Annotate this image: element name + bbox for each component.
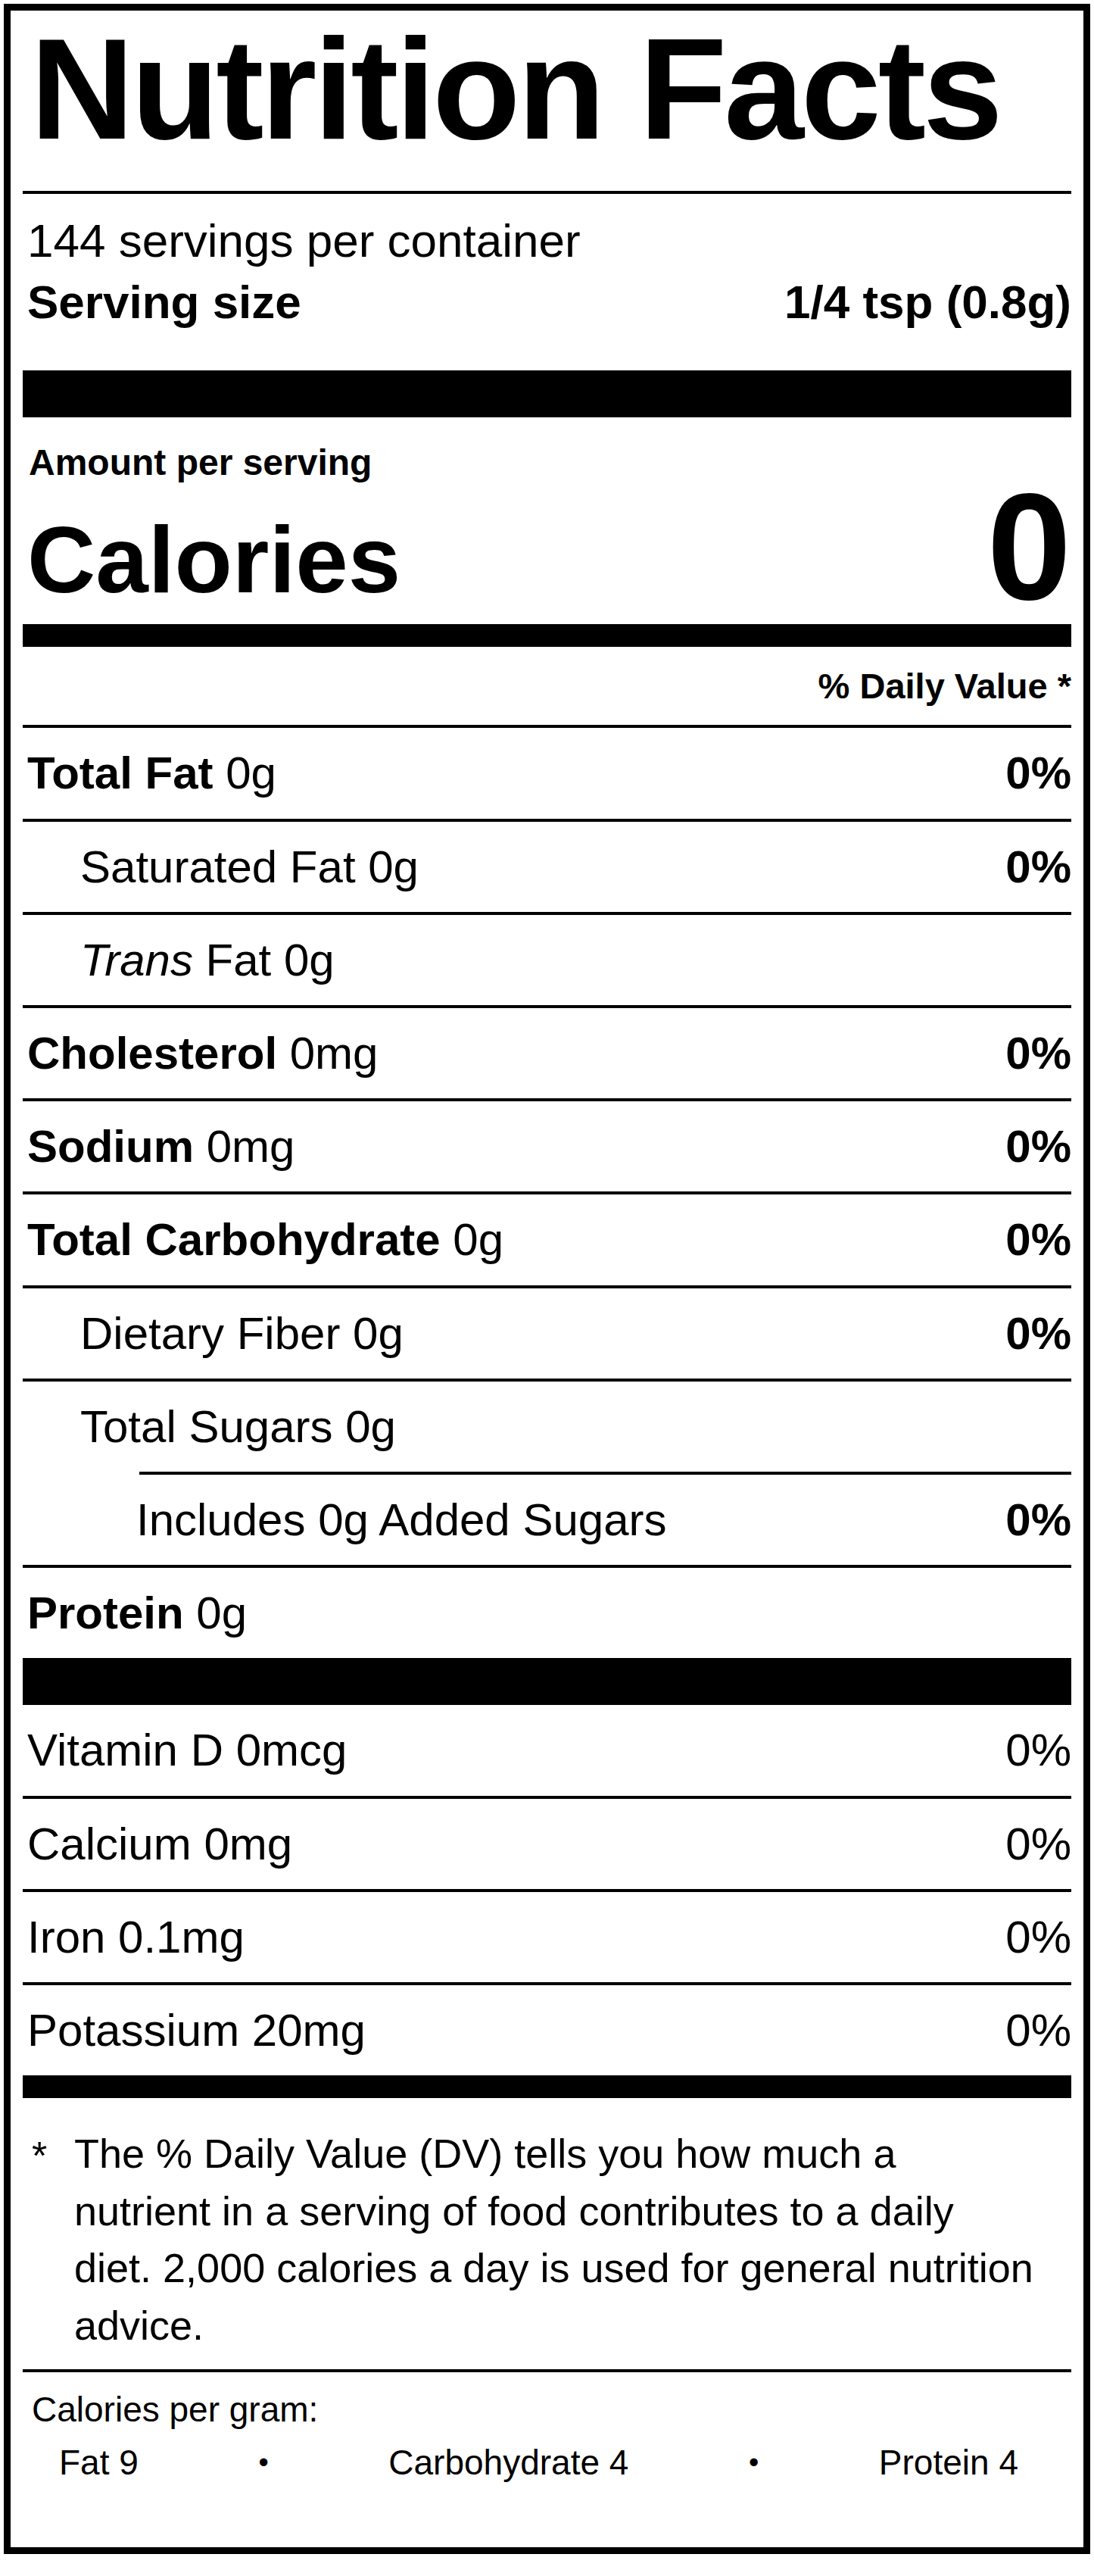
footnote-asterisk: * (32, 2125, 74, 2354)
nutrient-name: Saturated Fat 0g (23, 841, 419, 892)
nutrient-name: Iron 0.1mg (23, 1912, 245, 1962)
section-bar-medium (23, 2075, 1071, 2098)
nutrient-row-total-sugars: Total Sugars 0g (23, 1382, 1071, 1472)
nutrient-name: Protein 0g (23, 1588, 247, 1638)
daily-value-header: % Daily Value * (23, 647, 1071, 726)
calories-row: Calories 0 (23, 485, 1071, 609)
calories-value: 0 (987, 485, 1071, 609)
nutrient-name: Vitamin D 0mcg (23, 1725, 347, 1775)
nutrient-name: Trans Fat 0g (23, 935, 335, 985)
nutrient-name: Sodium 0mg (23, 1121, 295, 1172)
nutrient-row-calcium: Calcium 0mg 0% (23, 1799, 1071, 1889)
nutrient-row-saturated-fat: Saturated Fat 0g 0% (23, 822, 1071, 912)
bullet-icon: • (749, 2448, 759, 2477)
page: Nutrition Facts 144 servings per contain… (0, 0, 1094, 2576)
nutrient-name: Potassium 20mg (23, 2005, 366, 2056)
daily-value-percent: 0% (1005, 1121, 1071, 1172)
nutrient-name: Calcium 0mg (23, 1819, 292, 1869)
nutrient-row-protein: Protein 0g (23, 1568, 1071, 1658)
label-content: Nutrition Facts 144 servings per contain… (11, 17, 1083, 2484)
daily-value-percent: 0% (1005, 1912, 1071, 1962)
daily-value-footnote: * The % Daily Value (DV) tells you how m… (23, 2098, 1071, 2354)
nutrient-row-potassium: Potassium 20mg 0% (23, 1985, 1071, 2075)
nutrient-row-sodium: Sodium 0mg 0% (23, 1101, 1071, 1191)
calories-per-gram-label: Calories per gram: (32, 2389, 1071, 2431)
nutrient-row-iron: Iron 0.1mg 0% (23, 1892, 1071, 1982)
daily-value-percent: 0% (1005, 1308, 1071, 1359)
servings-per-container: 144 servings per container (23, 214, 1071, 267)
nutrient-name: Total Carbohydrate 0g (23, 1214, 503, 1265)
cpg-fat: Fat 9 (59, 2442, 139, 2484)
nutrient-row-dietary-fiber: Dietary Fiber 0g 0% (23, 1288, 1071, 1379)
nutrient-row-total-carbohydrate: Total Carbohydrate 0g 0% (23, 1194, 1071, 1285)
cpg-protein: Protein 4 (879, 2442, 1018, 2484)
nutrient-name: Cholesterol 0mg (23, 1028, 378, 1079)
daily-value-percent: 0% (1005, 1725, 1071, 1775)
nutrient-row-added-sugars: Includes 0g Added Sugars 0% (23, 1475, 1071, 1565)
micronutrient-rows: Vitamin D 0mcg 0% Calcium 0mg 0% Iron 0.1mg 0… (23, 1705, 1071, 2075)
footnote-text: The % Daily Value (DV) tells you how muc… (74, 2125, 1036, 2354)
serving-size-row: Serving size 1/4 tsp (0.8g) (23, 275, 1071, 329)
section-bar-thick (23, 370, 1071, 417)
nutrient-name: Total Fat 0g (23, 748, 276, 798)
nutrient-row-cholesterol: Cholesterol 0mg 0% (23, 1008, 1071, 1098)
serving-size-value: 1/4 tsp (0.8g) (784, 275, 1071, 329)
divider (23, 191, 1071, 194)
bullet-icon: • (258, 2448, 268, 2477)
daily-value-percent: 0% (1005, 748, 1071, 798)
section-bar-thick (23, 1658, 1071, 1705)
daily-value-percent: 0% (1005, 1028, 1071, 1079)
daily-value-percent: 0% (1005, 1494, 1071, 1545)
divider (23, 2369, 1071, 2372)
section-bar-medium (23, 624, 1071, 647)
cpg-carbohydrate: Carbohydrate 4 (388, 2442, 628, 2484)
nutrition-facts-label: Nutrition Facts 144 servings per contain… (4, 4, 1090, 2554)
nutrient-row-trans-fat: Trans Fat 0g (23, 915, 1071, 1005)
calories-label: Calories (27, 510, 401, 609)
nutrient-name: Includes 0g Added Sugars (23, 1494, 667, 1545)
daily-value-percent: 0% (1005, 1214, 1071, 1265)
amount-per-serving-label: Amount per serving (23, 442, 1071, 483)
nutrient-rows: Total Fat 0g 0% Saturated Fat 0g 0% Trans Fa… (23, 728, 1071, 1658)
daily-value-percent: 0% (1005, 2005, 1071, 2056)
label-title: Nutrition Facts (30, 17, 1071, 161)
nutrient-name: Dietary Fiber 0g (23, 1308, 404, 1359)
nutrient-row-vitamin-d: Vitamin D 0mcg 0% (23, 1705, 1071, 1795)
nutrient-row-total-fat: Total Fat 0g 0% (23, 728, 1071, 818)
calories-per-gram-row: Fat 9 • Carbohydrate 4 • Protein 4 (23, 2442, 1071, 2484)
daily-value-percent: 0% (1005, 841, 1071, 892)
nutrient-name: Total Sugars 0g (23, 1401, 396, 1452)
daily-value-percent: 0% (1005, 1819, 1071, 1869)
serving-size-label: Serving size (27, 275, 301, 329)
